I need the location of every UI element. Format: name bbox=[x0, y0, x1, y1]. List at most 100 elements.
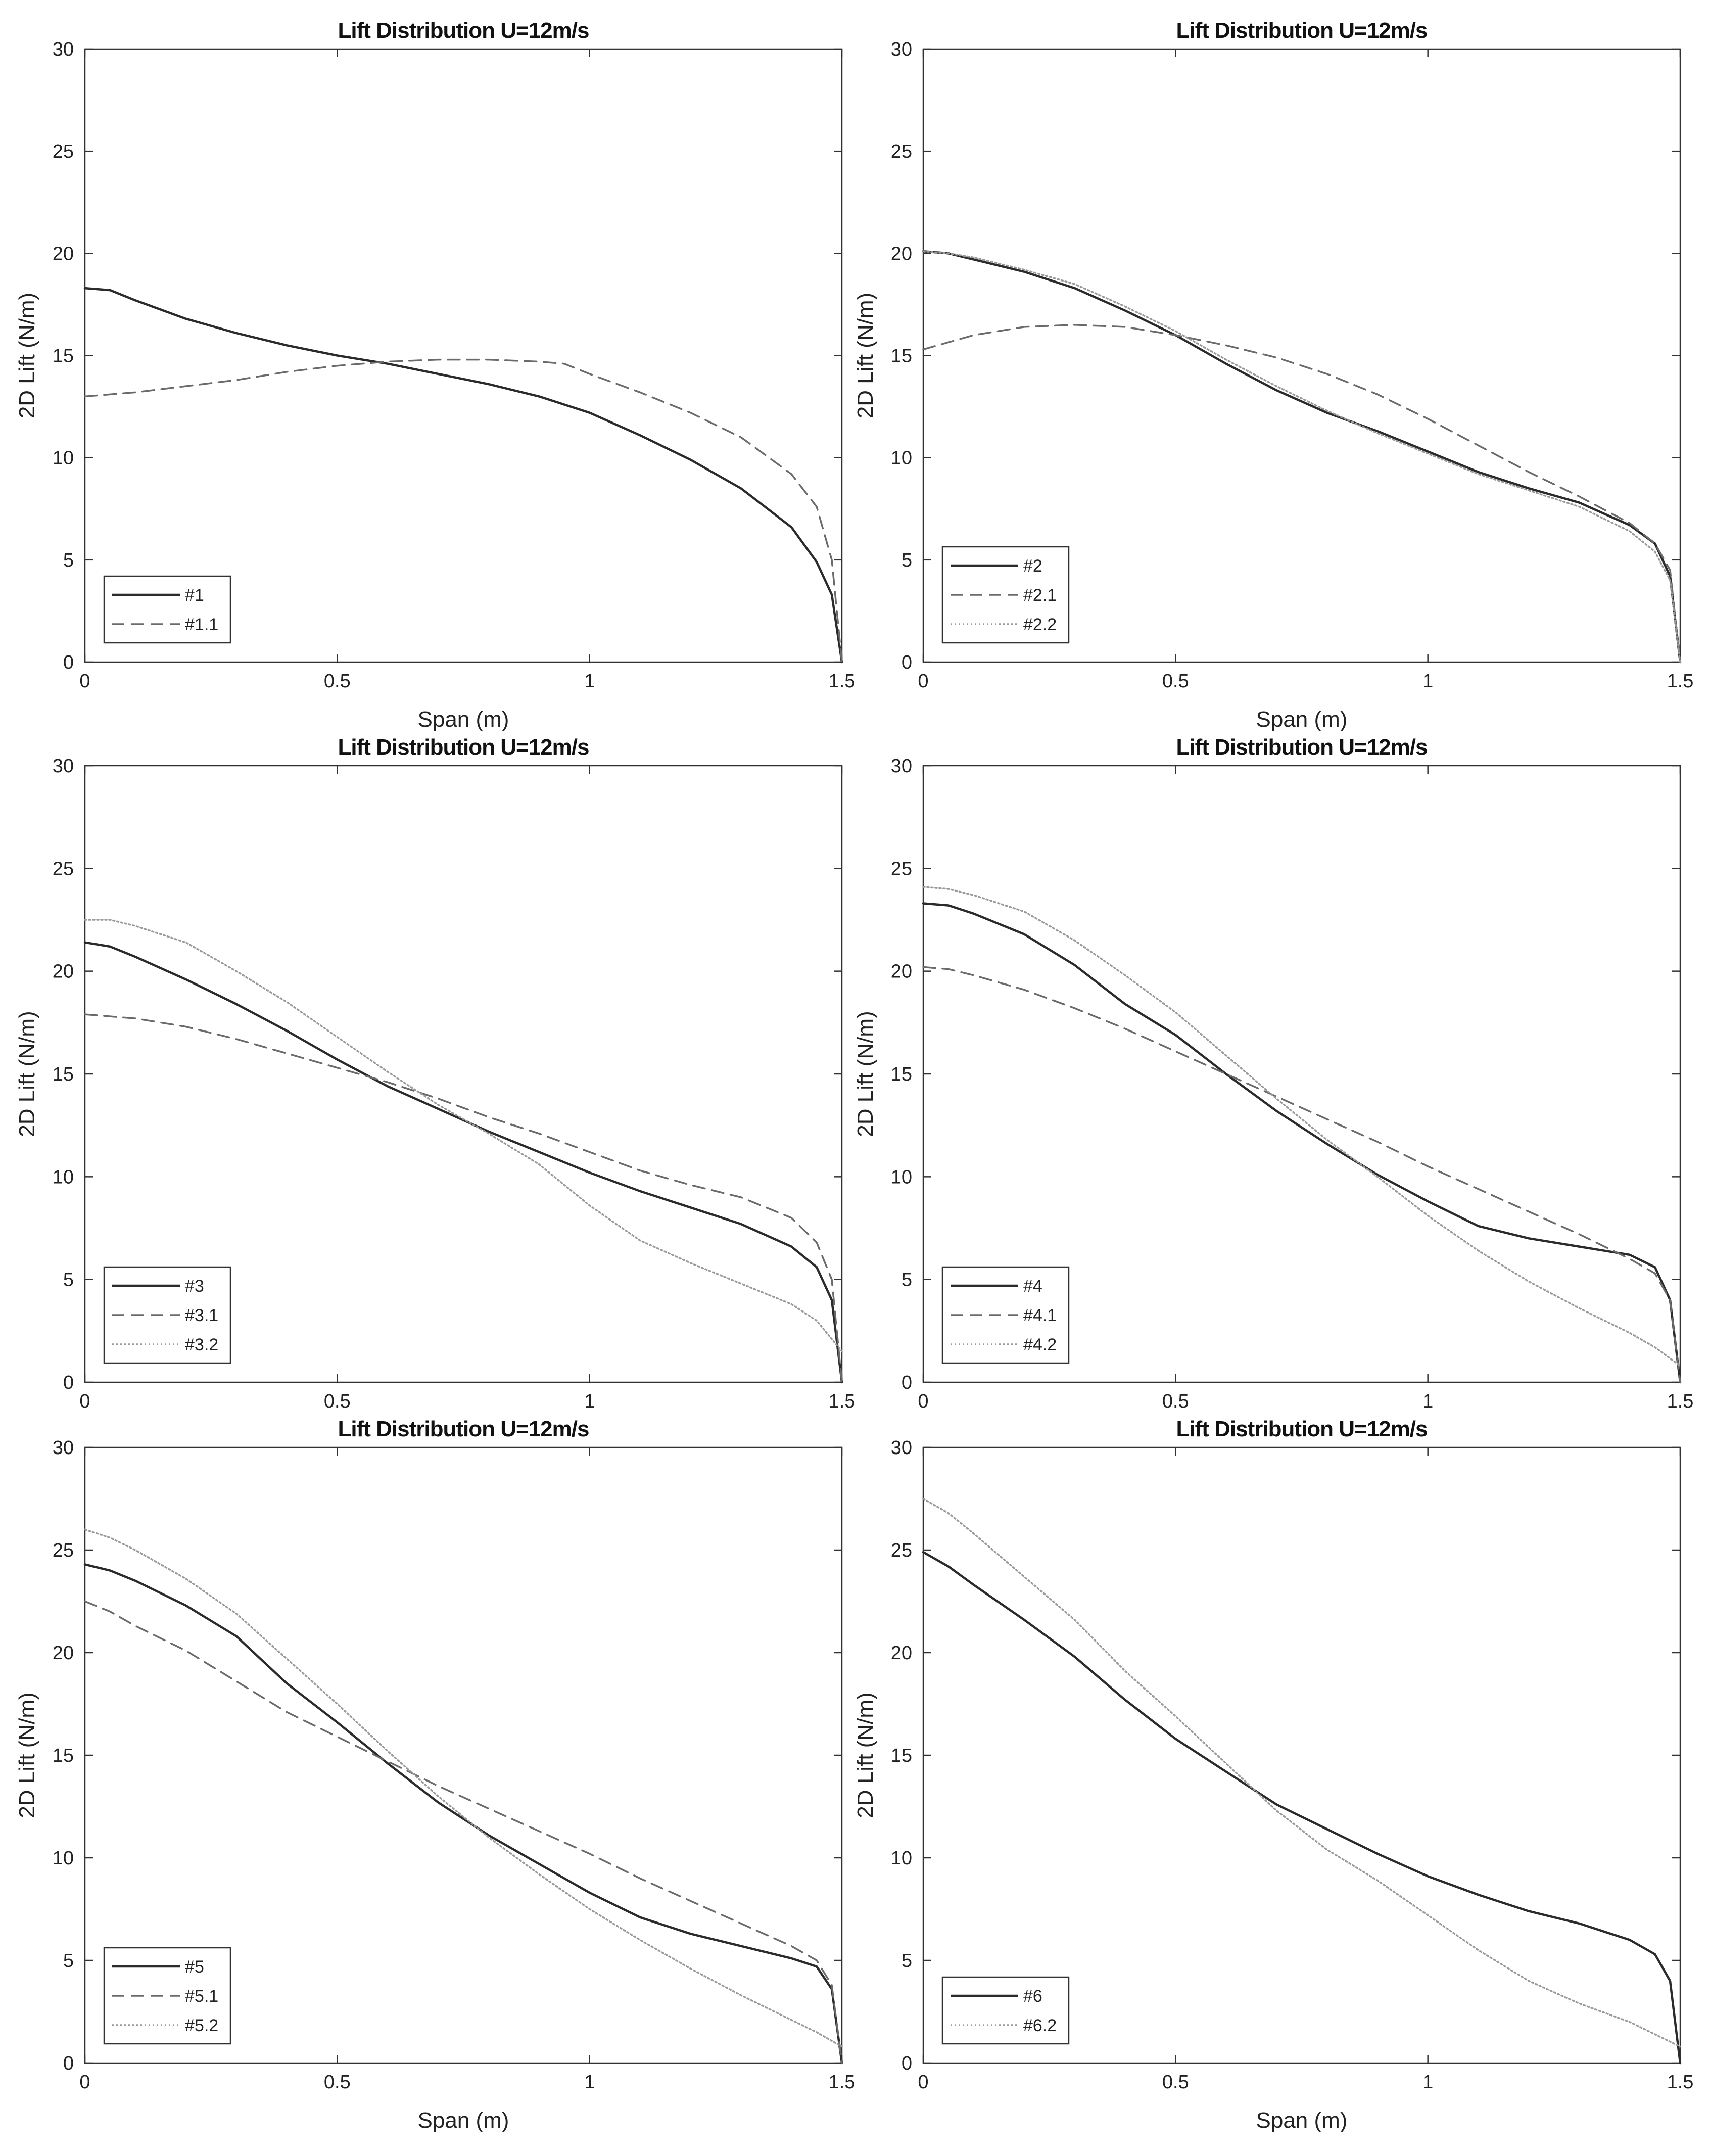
legend-box bbox=[103, 575, 231, 644]
series-line-1 bbox=[83, 287, 843, 664]
y-tick-label: 20 bbox=[53, 243, 74, 264]
legend-label: #5.2 bbox=[185, 2016, 218, 2035]
x-tick-label: 0.5 bbox=[1162, 671, 1189, 692]
x-tick-label: 1 bbox=[1422, 2072, 1433, 2093]
y-tick-label: 25 bbox=[891, 858, 912, 879]
y-tick-label: 0 bbox=[901, 1372, 912, 1393]
x-tick-label: 1 bbox=[1422, 671, 1433, 692]
y-tick-label: 5 bbox=[901, 1270, 912, 1291]
y-axis-label: 2D Lift (N/m) bbox=[15, 293, 39, 418]
x-tick-label: 1 bbox=[584, 671, 595, 692]
y-tick-label: 10 bbox=[891, 448, 912, 469]
legend-label: #5 bbox=[185, 1957, 204, 1977]
legend: #6 #6.2 bbox=[941, 1976, 1070, 2045]
legend-label: #3.1 bbox=[185, 1306, 218, 1325]
series-line-6 bbox=[922, 1551, 1682, 2065]
legend: #1 #1.1 bbox=[103, 575, 231, 644]
legend-label: #5.1 bbox=[185, 1987, 218, 2006]
plot-frame bbox=[922, 1446, 1681, 2064]
y-tick-label: 15 bbox=[891, 346, 912, 367]
chart-panel-5: Lift Distribution U=12m/s 0 5 10 15 20 25 30 0 0.… bbox=[15, 1417, 855, 2133]
legend-box bbox=[941, 1976, 1070, 2045]
y-tick-label: 15 bbox=[891, 1064, 912, 1085]
x-axis-label: Span (m) bbox=[418, 2108, 509, 2133]
y-tick-label: 25 bbox=[53, 1540, 74, 1561]
series-line-2 bbox=[922, 250, 1682, 664]
chart-title: Lift Distribution U=12m/s bbox=[1176, 735, 1428, 760]
y-tick-label: 25 bbox=[53, 141, 74, 162]
y-tick-label: 0 bbox=[901, 652, 912, 673]
x-axis-label: Span (m) bbox=[1256, 707, 1348, 732]
x-tick-label: 1.5 bbox=[1667, 2072, 1694, 2093]
x-tick-label: 1.5 bbox=[1667, 1391, 1694, 1412]
legend-box bbox=[103, 1947, 231, 2045]
y-axis-label: 2D Lift (N/m) bbox=[853, 293, 878, 418]
legend-label: #1.1 bbox=[185, 615, 218, 634]
y-tick-label: 30 bbox=[891, 1437, 912, 1459]
legend-label: #3 bbox=[185, 1277, 204, 1296]
y-axis-label: 2D Lift (N/m) bbox=[853, 1011, 878, 1137]
legend-box bbox=[103, 1266, 231, 1364]
x-tick-label: 0 bbox=[79, 1391, 90, 1412]
y-tick-label: 20 bbox=[891, 1643, 912, 1664]
y-tick-label: 10 bbox=[891, 1848, 912, 1869]
legend-label: #6.2 bbox=[1023, 2016, 1057, 2035]
y-tick-label: 0 bbox=[63, 652, 74, 673]
x-tick-label: 0.5 bbox=[1162, 2072, 1189, 2093]
chart-panel-1: Lift Distribution U=12m/s 0 5 10 15 20 25 30 0 0.… bbox=[15, 18, 855, 732]
x-tick-label: 1 bbox=[1422, 1391, 1433, 1412]
legend-label: #6 bbox=[1023, 1987, 1042, 2006]
legend-box bbox=[941, 546, 1070, 644]
y-tick-label: 10 bbox=[53, 1848, 74, 1869]
legend-label: #4 bbox=[1023, 1277, 1042, 1296]
series-line-2-1 bbox=[922, 324, 1681, 663]
series-line-5 bbox=[83, 1563, 843, 2065]
chart-title: Lift Distribution U=12m/s bbox=[338, 18, 589, 43]
y-tick-label: 10 bbox=[53, 448, 74, 469]
x-tick-label: 0 bbox=[918, 2072, 928, 2093]
x-tick-label: 1 bbox=[584, 2072, 595, 2093]
series-line-5-1 bbox=[84, 1600, 843, 2064]
x-tick-label: 0 bbox=[918, 671, 928, 692]
chart-panel-6: Lift Distribution U=12m/s 0 5 10 15 20 25 30 0 0.… bbox=[853, 1417, 1693, 2133]
y-tick-label: 25 bbox=[53, 858, 74, 879]
legend-label: #2 bbox=[1023, 556, 1042, 576]
legend: #2 #2.1 #2.2 bbox=[941, 546, 1070, 644]
x-tick-label: 1.5 bbox=[829, 671, 856, 692]
x-tick-label: 1.5 bbox=[829, 1391, 856, 1412]
legend-box bbox=[941, 1266, 1070, 1364]
x-tick-label: 0.5 bbox=[1162, 1391, 1189, 1412]
chart-title: Lift Distribution U=12m/s bbox=[1176, 18, 1428, 43]
series-line-4 bbox=[922, 902, 1682, 1384]
y-tick-label: 10 bbox=[891, 1166, 912, 1188]
y-tick-label: 30 bbox=[53, 39, 74, 60]
x-tick-label: 0 bbox=[79, 2072, 90, 2093]
series-line-2-2 bbox=[922, 250, 1681, 663]
series-line-4-2 bbox=[922, 886, 1681, 1367]
y-tick-label: 30 bbox=[891, 756, 912, 777]
y-tick-label: 20 bbox=[53, 961, 74, 982]
series-line-1-1 bbox=[84, 358, 843, 663]
y-tick-label: 10 bbox=[53, 1166, 74, 1188]
y-tick-label: 20 bbox=[53, 1643, 74, 1664]
chart-title: Lift Distribution U=12m/s bbox=[338, 735, 589, 760]
x-tick-label: 0.5 bbox=[324, 1391, 351, 1412]
legend-label: #3.2 bbox=[185, 1335, 218, 1354]
series-line-5-2 bbox=[84, 1528, 843, 2048]
y-tick-label: 20 bbox=[891, 243, 912, 264]
y-tick-label: 15 bbox=[53, 1745, 74, 1766]
x-tick-label: 0 bbox=[79, 671, 90, 692]
x-tick-label: 1.5 bbox=[829, 2072, 856, 2093]
y-tick-label: 0 bbox=[63, 1372, 74, 1393]
y-tick-label: 0 bbox=[901, 2053, 912, 2074]
x-tick-label: 1 bbox=[584, 1391, 595, 1412]
y-tick-label: 5 bbox=[901, 1950, 912, 1972]
y-tick-label: 0 bbox=[63, 2053, 74, 2074]
x-tick-label: 1.5 bbox=[1667, 671, 1694, 692]
chart-panel-4: Lift Distribution U=12m/s 0 5 10 15 20 25 30 0 0.… bbox=[853, 735, 1693, 1412]
y-axis-label: 2D Lift (N/m) bbox=[15, 1692, 39, 1818]
y-tick-label: 30 bbox=[891, 39, 912, 60]
series-line-3 bbox=[83, 941, 843, 1384]
y-tick-label: 15 bbox=[53, 1064, 74, 1085]
